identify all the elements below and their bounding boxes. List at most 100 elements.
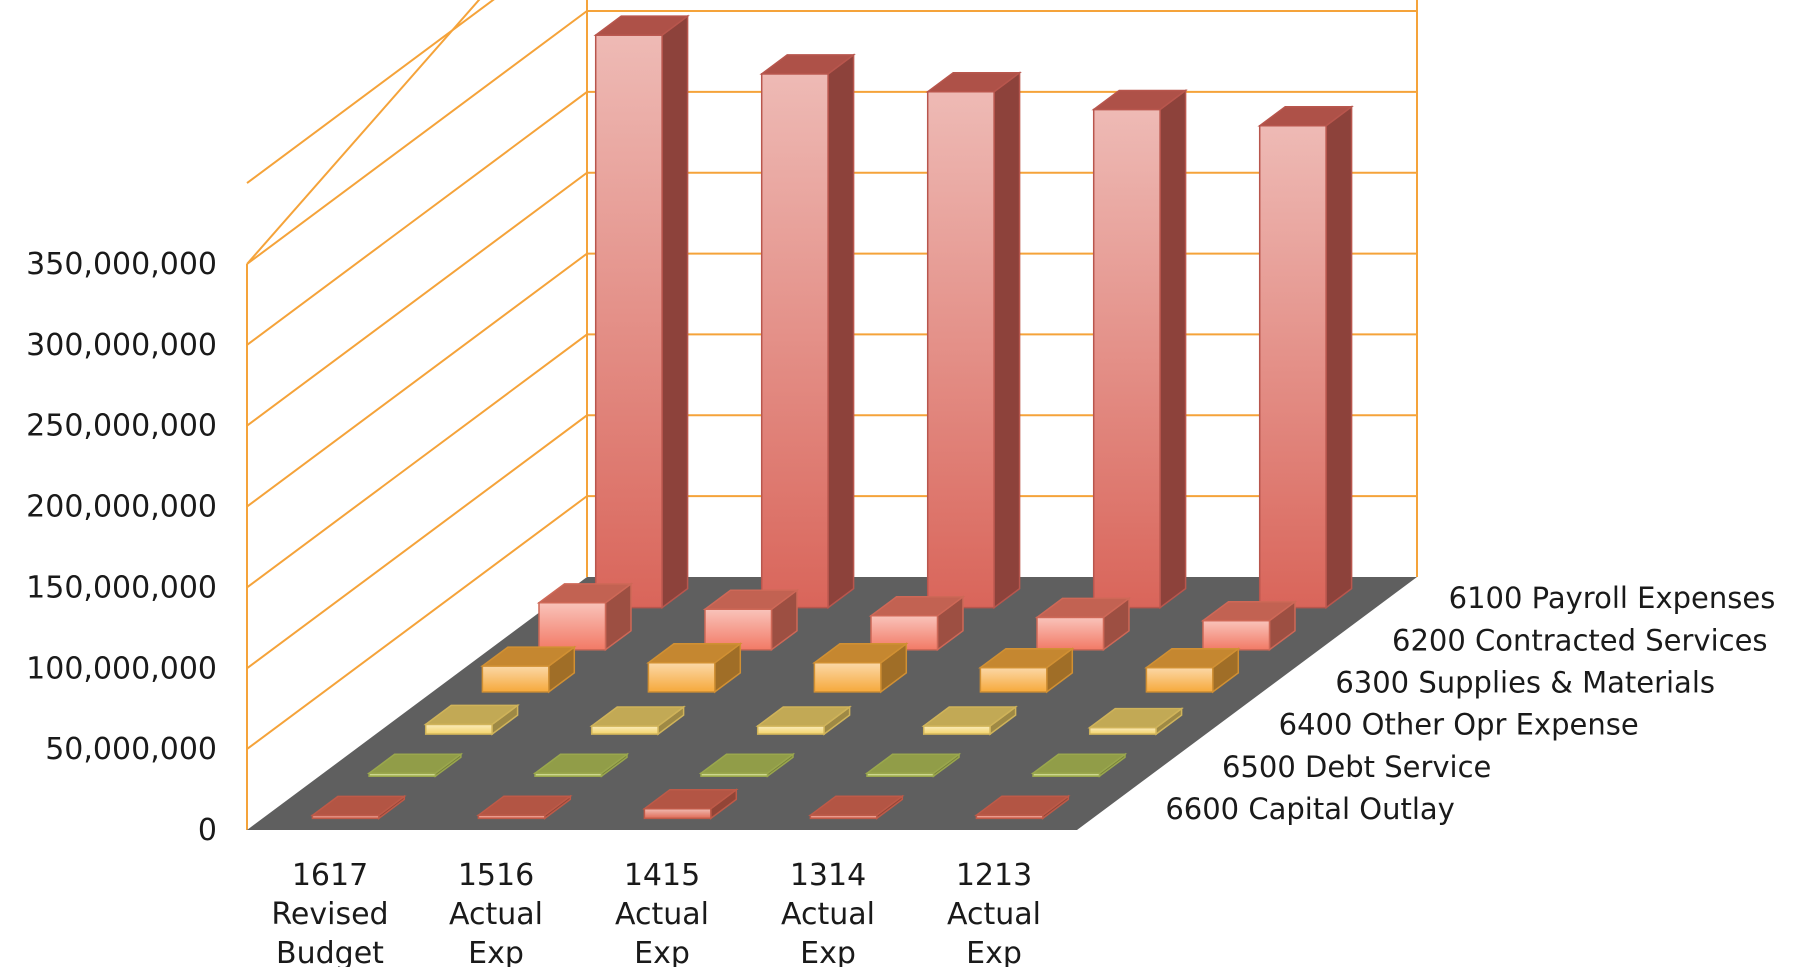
bar bbox=[925, 71, 1022, 610]
y-tick-label: 200,000,000 bbox=[26, 490, 217, 525]
bar-top bbox=[423, 704, 520, 726]
chart-bars bbox=[310, 14, 1354, 820]
bar-top bbox=[978, 647, 1075, 669]
bar-top bbox=[480, 646, 577, 667]
bar bbox=[1257, 105, 1354, 610]
bar bbox=[755, 705, 852, 736]
bar bbox=[366, 752, 464, 778]
bar-front bbox=[590, 725, 659, 735]
category-label: 1314 Actual Exp bbox=[781, 858, 875, 967]
bar-front bbox=[1258, 124, 1327, 609]
bar bbox=[702, 588, 800, 652]
y-tick-label: 250,000,000 bbox=[26, 409, 217, 444]
bar bbox=[423, 703, 520, 736]
bar-top bbox=[589, 706, 686, 727]
bar-front bbox=[538, 602, 607, 651]
bar bbox=[808, 794, 905, 820]
bar-side bbox=[993, 71, 1021, 610]
bar-front bbox=[813, 662, 882, 693]
bar-top bbox=[864, 753, 962, 774]
bar-top bbox=[642, 788, 739, 810]
gridline bbox=[246, 0, 495, 184]
bar-front bbox=[1202, 619, 1271, 651]
bar-front bbox=[922, 725, 991, 735]
bar-front bbox=[760, 73, 829, 609]
x-axis-ticks: 1617 Revised Budget 1516 Actual Exp 1415 Actual… bbox=[271, 858, 1041, 967]
bar bbox=[536, 582, 634, 652]
bar-top bbox=[925, 71, 1022, 93]
bar bbox=[646, 642, 743, 694]
bar-front bbox=[481, 665, 550, 693]
bar bbox=[698, 752, 796, 778]
bar-side bbox=[1325, 105, 1353, 610]
bar-front bbox=[1145, 666, 1214, 693]
bar-front bbox=[1092, 108, 1161, 609]
left-wall-top bbox=[246, 0, 481, 265]
bar bbox=[1091, 89, 1188, 610]
bar bbox=[921, 705, 1018, 736]
bar-front bbox=[926, 90, 995, 609]
bar-top bbox=[755, 706, 852, 727]
bar-top bbox=[759, 54, 856, 75]
y-axis-ticks: 0 50,000,000 100,000,000 150,000,000 200,000… bbox=[26, 247, 217, 848]
bar-front bbox=[643, 807, 712, 820]
bar-front bbox=[594, 34, 663, 609]
y-tick-label: 150,000,000 bbox=[26, 570, 217, 605]
bar-top bbox=[702, 589, 800, 611]
bar-top bbox=[1257, 105, 1354, 127]
bar-top bbox=[921, 706, 1018, 727]
bar-top bbox=[1030, 753, 1128, 774]
bar-front bbox=[979, 666, 1048, 693]
y-tick-label: 300,000,000 bbox=[26, 328, 217, 363]
category-label: 1617 Revised Budget bbox=[271, 858, 388, 967]
bar-top bbox=[1091, 89, 1188, 111]
bar-top bbox=[812, 643, 909, 664]
bar bbox=[868, 595, 966, 652]
series-label: 6100 Payroll Expenses bbox=[1449, 581, 1776, 615]
bar bbox=[593, 14, 690, 610]
bar bbox=[1200, 600, 1298, 652]
bar-top bbox=[1200, 600, 1298, 622]
bar-front bbox=[424, 723, 493, 735]
bar-side bbox=[1159, 89, 1187, 610]
bar bbox=[759, 53, 856, 610]
bar-top bbox=[476, 795, 573, 816]
bar-top bbox=[366, 753, 464, 774]
bar-top bbox=[1144, 647, 1241, 669]
category-label: 1213 Actual Exp bbox=[947, 858, 1041, 967]
series-label: 6600 Capital Outlay bbox=[1165, 792, 1455, 826]
bar-top bbox=[698, 753, 796, 774]
bar-front bbox=[1088, 726, 1157, 735]
category-label: 1415 Actual Exp bbox=[615, 858, 709, 967]
bar bbox=[864, 752, 962, 778]
bar-top bbox=[536, 583, 634, 604]
series-label: 6500 Debt Service bbox=[1222, 750, 1491, 784]
bar bbox=[974, 794, 1071, 820]
bar bbox=[532, 752, 630, 778]
bar bbox=[589, 705, 686, 736]
y-tick-label: 100,000,000 bbox=[26, 651, 217, 686]
bar bbox=[1030, 752, 1128, 778]
bar-top bbox=[646, 643, 743, 664]
series-labels: 6100 Payroll Expenses 6200 Contracted Ser… bbox=[1165, 581, 1775, 826]
series-label: 6200 Contracted Services bbox=[1392, 623, 1768, 657]
bar bbox=[310, 794, 407, 820]
bar-top bbox=[310, 795, 407, 817]
y-tick-label: 0 bbox=[198, 813, 217, 848]
bar bbox=[1144, 647, 1241, 694]
bar bbox=[476, 794, 573, 820]
bar-top bbox=[808, 795, 905, 816]
series-label: 6400 Other Opr Expense bbox=[1279, 708, 1639, 742]
bar-top bbox=[974, 795, 1071, 816]
series-label: 6300 Supplies & Materials bbox=[1335, 665, 1715, 699]
bar bbox=[978, 647, 1075, 694]
bar-front bbox=[647, 662, 716, 693]
bar bbox=[1087, 707, 1184, 736]
bar bbox=[642, 788, 739, 820]
y-tick-label: 50,000,000 bbox=[45, 732, 217, 767]
bar-front bbox=[756, 725, 825, 735]
bar-top bbox=[532, 753, 630, 774]
bar-top bbox=[593, 15, 690, 36]
bar bbox=[812, 642, 909, 694]
